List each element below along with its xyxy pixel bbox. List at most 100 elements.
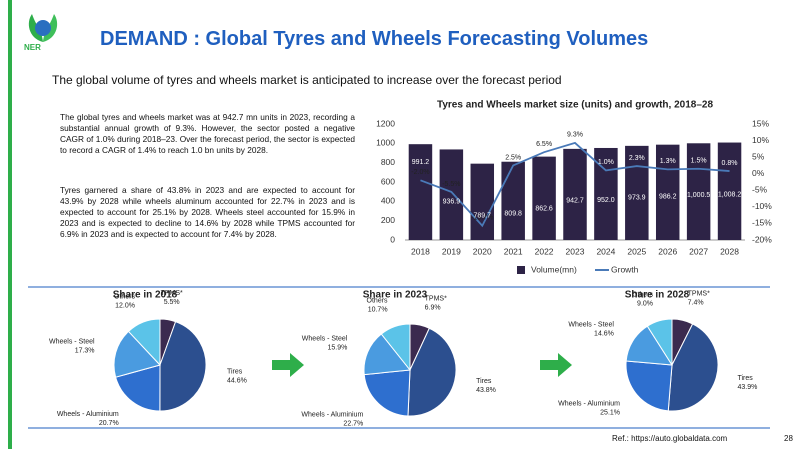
data-label: 986.2 <box>659 194 677 201</box>
slice-label: Tires <box>476 378 492 385</box>
data-label: -5.5% <box>442 181 460 188</box>
slice-value: 12.0% <box>115 303 135 310</box>
bar <box>563 148 587 240</box>
x-tick-label: 2025 <box>627 246 646 256</box>
bar <box>686 143 711 240</box>
y2-tick-label: 0% <box>752 168 765 178</box>
data-label: 1.5% <box>691 158 707 165</box>
slice-value: 7.4% <box>688 300 704 307</box>
slice-label: Wheels - Steel <box>568 321 614 328</box>
x-tick-label: 2019 <box>442 246 461 256</box>
chart-title: Share in 2023 <box>363 290 428 301</box>
paragraph: Tyres garnered a share of 43.8% in 2023 … <box>60 185 355 239</box>
y2-tick-label: -5% <box>752 185 768 195</box>
slice-value: 44.6% <box>227 378 247 385</box>
reference: Ref.: https://auto.globaldata.com <box>612 434 728 443</box>
pie-slice <box>625 360 673 412</box>
y2-tick-label: -20% <box>752 234 772 244</box>
slice-value: 20.7% <box>99 420 119 427</box>
pie-slice <box>363 333 411 376</box>
slice-value: 14.6% <box>594 330 614 337</box>
data-label: 862.6 <box>535 205 553 212</box>
y-tick-label: 0 <box>390 234 395 244</box>
legend-label: Volume(mn) <box>531 264 577 274</box>
slice-value: 10.7% <box>368 307 388 314</box>
data-label: 809.8 <box>504 211 522 218</box>
data-label: 2.5% <box>505 154 521 161</box>
slice-value: 15.9% <box>327 344 347 351</box>
subtitle: The global volume of tyres and wheels ma… <box>52 73 562 87</box>
data-label: 1.3% <box>660 158 676 165</box>
slice-label: Others <box>632 292 654 299</box>
pie-slice <box>113 330 161 378</box>
x-tick-label: 2018 <box>411 246 430 256</box>
legend-swatch <box>517 266 525 274</box>
y-tick-label: 1000 <box>376 138 395 148</box>
slice-value: 9.0% <box>637 301 653 308</box>
x-tick-label: 2024 <box>596 246 615 256</box>
slice-label: Others <box>367 298 389 305</box>
x-tick-label: 2022 <box>535 246 554 256</box>
growth-line <box>420 141 730 228</box>
y-tick-label: 200 <box>381 215 395 225</box>
chart-title: Share in 2028 <box>625 290 690 301</box>
bar <box>625 145 649 240</box>
pie-slice <box>407 327 457 417</box>
data-label: 936.9 <box>443 198 461 205</box>
slice-label: Wheels - Aluminium <box>301 411 363 418</box>
bar <box>439 149 464 240</box>
slice-value: 5.5% <box>164 299 180 306</box>
y-tick-label: 800 <box>381 157 395 167</box>
slice-value: 22.7% <box>343 420 363 427</box>
logo: NER <box>18 8 68 54</box>
accent-bar <box>8 0 12 449</box>
slice-label: Wheels - Aluminium <box>57 411 119 418</box>
arrow <box>540 353 572 377</box>
x-tick-label: 2020 <box>473 246 492 256</box>
data-label: 1.0% <box>598 159 614 166</box>
y-tick-label: 600 <box>381 176 395 186</box>
pie-slice <box>127 318 161 367</box>
data-label: 2.3% <box>629 155 645 162</box>
data-label: 952.0 <box>597 197 615 204</box>
data-label: 6.5% <box>536 141 552 148</box>
y2-tick-label: 15% <box>752 118 769 128</box>
slice-label: Wheels - Aluminium <box>558 401 620 408</box>
slice-value: 43.9% <box>737 384 757 391</box>
bar <box>470 163 495 240</box>
data-label: 973.9 <box>628 195 646 202</box>
slice-label: TPMS* <box>161 290 183 297</box>
pie-slice <box>646 318 673 367</box>
pie-slice <box>380 323 411 372</box>
y-tick-label: 1200 <box>376 118 395 128</box>
pie-slice <box>667 323 719 412</box>
paragraph: The global tyres and wheels market was a… <box>60 112 355 155</box>
chart-title: Tyres and Wheels market size (units) and… <box>437 100 713 111</box>
x-tick-label: 2027 <box>689 246 708 256</box>
slice-label: TPMS* <box>688 291 710 298</box>
pie-slice <box>363 369 411 417</box>
slice-value: 17.3% <box>75 347 95 354</box>
data-label: 942.7 <box>566 198 584 205</box>
y-tick-label: 400 <box>381 196 395 206</box>
x-tick-label: 2023 <box>566 246 585 256</box>
bar <box>717 142 742 240</box>
data-label: 1,008.2 <box>718 191 741 198</box>
y2-tick-label: 10% <box>752 135 769 145</box>
bar <box>408 144 433 240</box>
pie-slice <box>159 321 207 412</box>
data-label: 789.7 <box>474 213 492 220</box>
x-tick-label: 2021 <box>504 246 523 256</box>
slice-label: Tires <box>737 375 753 382</box>
chart-title: Share in 2018 <box>113 290 178 301</box>
slice-label: Tires <box>227 369 243 376</box>
y2-tick-label: -15% <box>752 218 772 228</box>
logo-icon: NER <box>24 14 58 52</box>
bar <box>532 156 556 240</box>
slice-value: 6.9% <box>425 304 441 311</box>
data-label: -2.0% <box>411 169 429 176</box>
x-tick-label: 2028 <box>720 246 739 256</box>
data-label: 1,000.5 <box>687 192 710 199</box>
